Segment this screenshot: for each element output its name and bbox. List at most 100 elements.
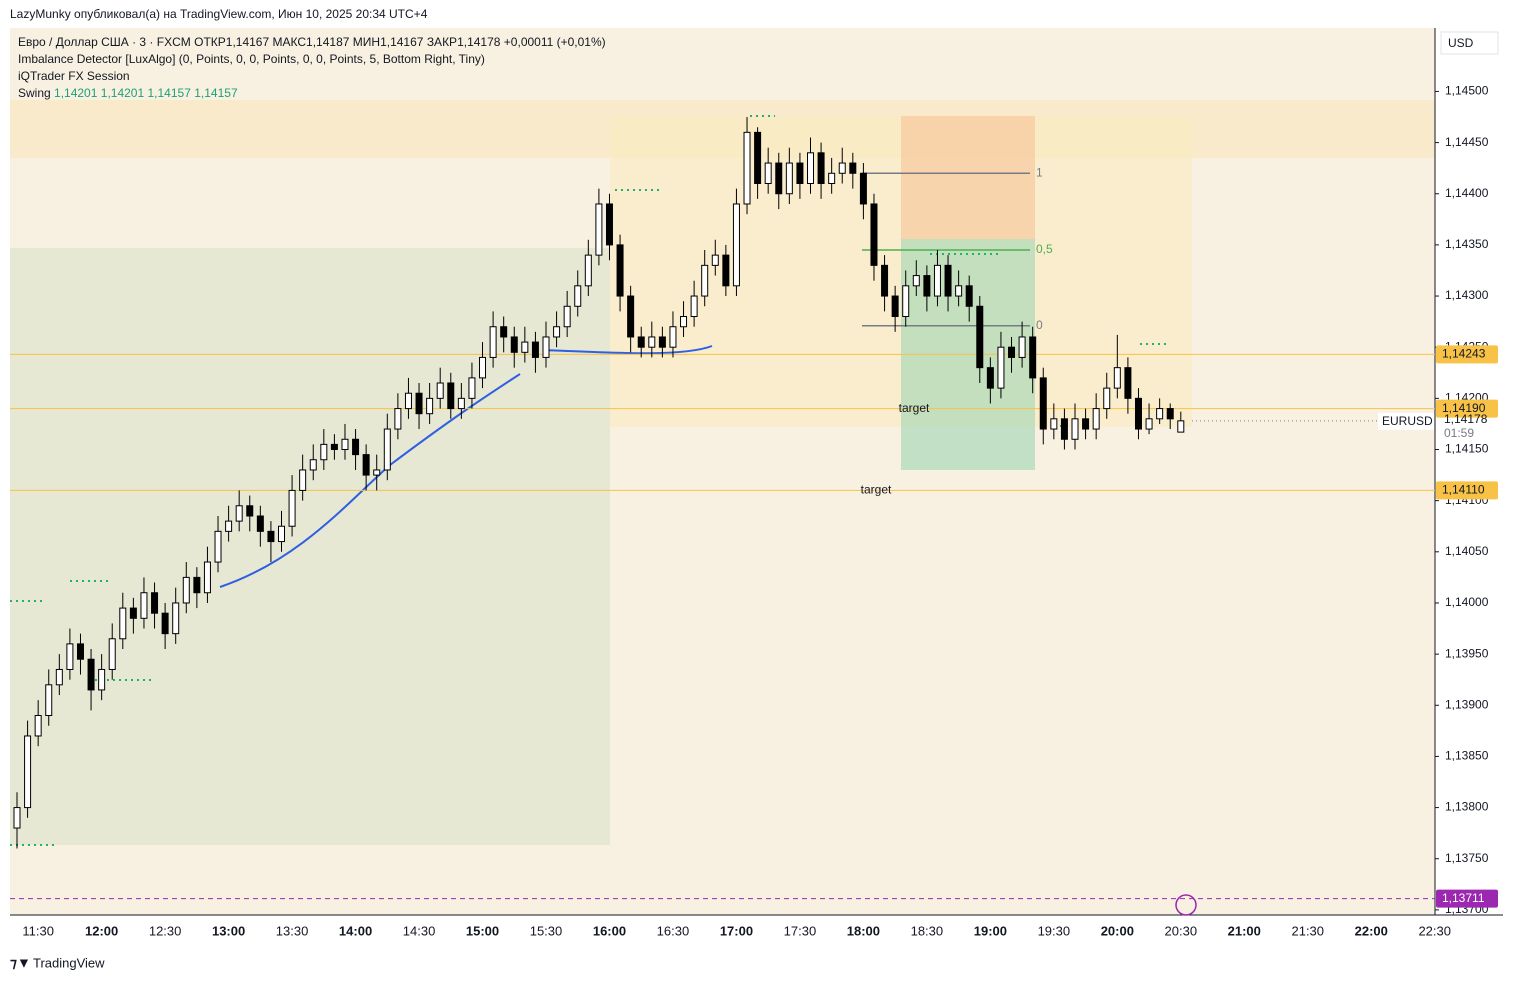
level-label: 1,14110: [1442, 483, 1485, 497]
candle-body: [341, 438, 349, 451]
symbol-box: [1378, 412, 1434, 430]
candle-body: [690, 295, 698, 318]
x-tick-label: 12:30: [149, 923, 182, 938]
candle-body: [13, 807, 21, 829]
y-tick-label: 1,13750: [1445, 851, 1489, 865]
legend-swing: Swing 1,14201 1,14201 1,14157 1,14157: [18, 86, 238, 100]
candle-body: [1082, 418, 1090, 430]
symbol-label: EURUSD: [1382, 414, 1433, 428]
fib-label: 0,5: [1036, 242, 1053, 256]
candle-body: [330, 443, 338, 451]
candle-body: [299, 469, 307, 491]
candle-body: [754, 131, 762, 185]
level-box: [1436, 399, 1498, 418]
candle-body: [214, 530, 222, 563]
candle-body: [394, 408, 402, 430]
candle-body: [542, 336, 550, 358]
x-tick-label: 19:30: [1038, 923, 1071, 938]
y-tick-label: 1,13950: [1445, 646, 1489, 660]
candle-body: [1124, 367, 1132, 399]
countdown: 01:59: [1444, 426, 1474, 440]
candle-body: [986, 367, 994, 389]
candle-body: [870, 203, 878, 266]
candle-body: [531, 341, 539, 358]
x-tick-label: 15:30: [530, 923, 563, 938]
candle-body: [553, 326, 561, 338]
candle-body: [680, 316, 688, 328]
candle-body: [912, 275, 920, 287]
last-price-label: 1,14178: [1444, 412, 1488, 426]
candle-body: [1134, 397, 1142, 430]
candle-body: [563, 305, 571, 328]
candle-body: [436, 382, 444, 399]
candle-body: [521, 341, 529, 353]
footer-brand: TradingView: [33, 955, 105, 970]
candle-body: [648, 336, 656, 348]
candle-body: [775, 162, 783, 195]
candle-body: [500, 326, 508, 338]
candle-body: [182, 576, 190, 604]
x-tick-label: 20:00: [1101, 923, 1134, 938]
candle-body: [320, 443, 328, 461]
candle-body: [172, 602, 180, 635]
candle-body: [129, 607, 137, 619]
level-label: 1,14243: [1442, 347, 1486, 361]
legend-indicator: Imbalance Detector [LuxAlgo] (0, Points,…: [18, 52, 485, 66]
candle-body: [732, 203, 740, 287]
candle-body: [34, 715, 42, 737]
candle-body: [1039, 377, 1047, 430]
candle-body: [1113, 367, 1121, 389]
candle-body: [119, 607, 127, 640]
candle-body: [711, 254, 719, 266]
x-tick-label: 21:30: [1291, 923, 1324, 938]
candle-body: [616, 244, 624, 297]
logo: ⁊▼: [10, 955, 31, 971]
candle-body: [965, 285, 973, 307]
candle-body: [267, 530, 275, 543]
candle-body: [722, 254, 730, 287]
y-tick-label: 1,13800: [1445, 800, 1489, 814]
candle-body: [404, 392, 412, 410]
candle-body: [203, 561, 211, 594]
x-tick-label: 21:00: [1228, 923, 1261, 938]
fib-label: 1: [1036, 165, 1043, 179]
candle-body: [87, 658, 95, 691]
candle-body: [637, 336, 645, 348]
candle-body: [66, 643, 74, 670]
candle-body: [235, 505, 243, 522]
candle-body: [955, 285, 963, 297]
candle-body: [140, 592, 148, 619]
candle-body: [108, 638, 116, 670]
candle-body: [278, 525, 285, 543]
x-tick-label: 17:30: [784, 923, 817, 938]
candle-body: [828, 172, 836, 185]
level-box: [1436, 481, 1498, 500]
x-tick-label: 18:30: [911, 923, 944, 938]
y-tick-label: 1,14350: [1445, 237, 1489, 251]
candle-body: [584, 254, 592, 287]
currency[interactable]: USD: [1448, 36, 1474, 50]
currency-box[interactable]: [1440, 31, 1499, 55]
top-bar: LazyMunky опубликовал(а) на TradingView.…: [10, 7, 428, 21]
x-tick-label: 22:00: [1355, 923, 1388, 938]
y-tick-label: 1,14050: [1445, 544, 1489, 558]
candle-body: [457, 397, 465, 410]
candle-body: [468, 377, 476, 399]
candle-body: [151, 592, 159, 614]
level-label: 1,14190: [1442, 401, 1486, 415]
x-tick-label: 18:00: [847, 923, 880, 938]
candle-body: [796, 162, 804, 185]
candle-body: [383, 428, 391, 471]
candle-body: [1177, 420, 1185, 433]
x-tick-label: 16:00: [593, 923, 626, 938]
candle-body: [55, 668, 63, 686]
alert-icon[interactable]: [1175, 894, 1197, 916]
candle-body: [1060, 418, 1068, 440]
candle-body: [161, 612, 169, 635]
candle-body: [881, 264, 889, 297]
x-tick-label: 11:30: [22, 923, 54, 938]
candle-body: [415, 392, 423, 415]
risk-zone: [901, 116, 1035, 239]
